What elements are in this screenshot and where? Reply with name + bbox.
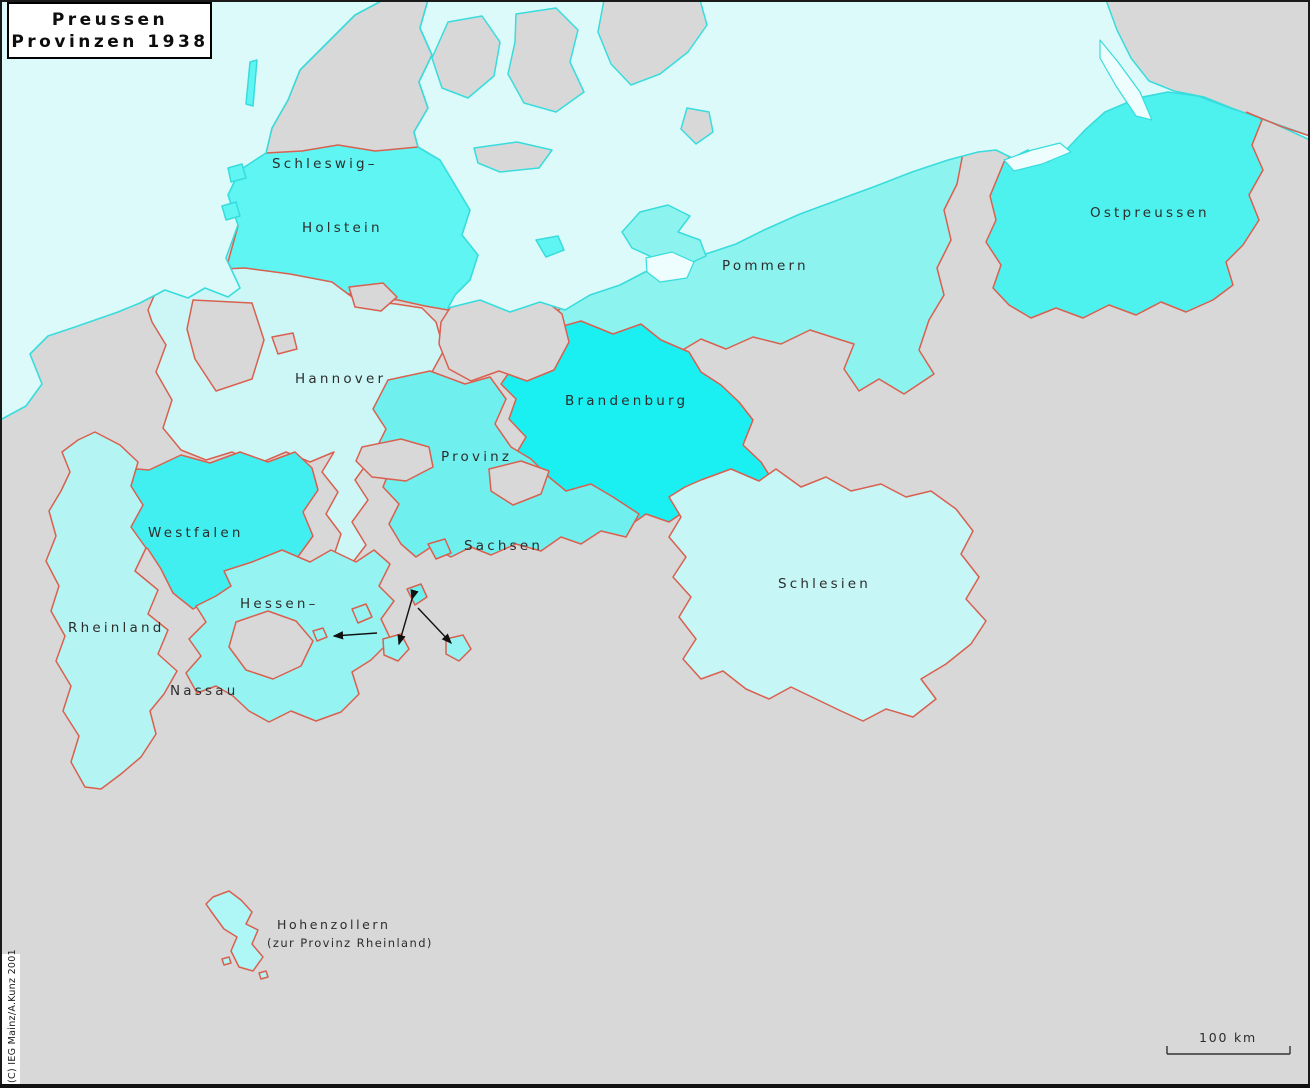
- exclave-hessen-east: [445, 634, 472, 662]
- state-hessen: [228, 610, 314, 680]
- land-lithuania-corner: [1105, 0, 1310, 137]
- exclave-small-b: [427, 538, 452, 560]
- exclave-arrows: [332, 589, 452, 646]
- kurisches-haff: [1099, 39, 1153, 121]
- island-north-frisian-1: [245, 59, 258, 107]
- label-sachsen: Sachsen: [464, 538, 543, 554]
- credit-strip: [2, 954, 20, 1086]
- label-ostpreussen: Ostpreussen: [1090, 205, 1210, 221]
- land-sweden-corner: [597, 0, 708, 86]
- scale-bar: 100 km: [1166, 1030, 1291, 1055]
- state-braunschweig: [355, 438, 434, 482]
- north-sea: [0, 0, 384, 421]
- island-north-frisian-2: [227, 163, 247, 183]
- border-lithuania-ostpreussen: [1245, 111, 1310, 137]
- region-hohenzollern-fragment: [221, 956, 232, 966]
- label-westfalen: Westfalen: [148, 525, 244, 541]
- label-brandenburg: Brandenburg: [565, 393, 688, 409]
- region-rheinland: [45, 431, 178, 790]
- label-hessen: Hessen–: [240, 596, 319, 612]
- label-hannover: Hannover: [295, 371, 386, 387]
- label-provinz: Provinz: [441, 449, 512, 465]
- label-schlesien: Schlesien: [778, 576, 871, 592]
- map-title-line2: Provinzen 1938: [11, 32, 208, 52]
- stettin-lagoon: [645, 251, 695, 283]
- island-zealand: [507, 7, 585, 113]
- credit-text: (C) IEG Mainz/A.Kunz 2001: [7, 949, 18, 1083]
- title-box: Preussen Provinzen 1938: [7, 2, 212, 59]
- frisches-haff: [1003, 142, 1072, 172]
- exclave-small-a: [351, 603, 373, 624]
- state-hamburg: [348, 282, 398, 312]
- region-hohenzollern: [205, 890, 264, 972]
- state-bremen: [271, 332, 298, 355]
- label-hohenzollern-note: (zur Provinz Rheinland): [267, 936, 433, 950]
- state-anhalt: [488, 460, 550, 506]
- island-north-frisian-3: [221, 201, 241, 221]
- map-title-line1: Preussen: [52, 10, 168, 30]
- arrow-east-exclave: [417, 607, 452, 645]
- island-ruegen: [621, 204, 707, 267]
- island-lolland: [473, 141, 553, 173]
- label-holstein: Holstein: [302, 220, 383, 236]
- island-fyn: [431, 15, 501, 99]
- other-states-layer: [186, 0, 570, 680]
- island-bornholm: [680, 107, 714, 145]
- label-hohenzollern: Hohenzollern: [277, 917, 390, 932]
- title-box-frame: [7, 2, 212, 59]
- label-rheinland: Rheinland: [68, 620, 165, 636]
- exclave-hessen-west: [312, 627, 328, 642]
- label-schleswig: Schleswig–: [272, 156, 378, 172]
- label-layer: Schleswig– Holstein Ostpreussen Pommern …: [68, 156, 1210, 950]
- arrow-west-exclave: [332, 631, 378, 640]
- arrow-mid-exclave: [397, 589, 419, 646]
- credit: (C) IEG Mainz/A.Kunz 2001: [2, 949, 20, 1086]
- island-fehmarn: [535, 235, 565, 258]
- region-schlesien: [668, 468, 987, 722]
- label-nassau: Nassau: [170, 683, 238, 699]
- island-layer: [221, 0, 1310, 283]
- scale-bar-label: 100 km: [1199, 1030, 1257, 1045]
- label-pommern: Pommern: [722, 258, 809, 274]
- region-hohenzollern-fragment: [258, 970, 269, 980]
- state-oldenburg: [186, 299, 265, 392]
